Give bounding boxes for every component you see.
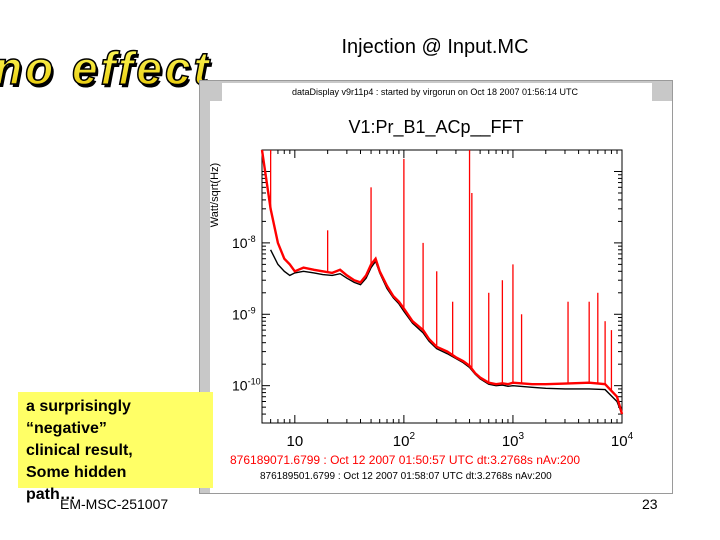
fft-chart: dataDisplay v9r11p4 : started by virgoru… xyxy=(200,81,672,493)
x-tick-label: 104 xyxy=(611,431,634,450)
callout-line: clinical result, xyxy=(26,442,133,459)
series-line-red xyxy=(260,149,624,415)
callout-note: a surprisingly “negative” clinical resul… xyxy=(18,392,213,503)
slide-title: Injection @ Input.MC xyxy=(341,36,529,58)
y-tick-label: 10-8 xyxy=(232,234,256,251)
plot-frame xyxy=(261,149,623,424)
y-tick-label: 10-10 xyxy=(232,377,261,394)
spectrum-figure: dataDisplay v9r11p4 : started by virgoru… xyxy=(199,80,673,494)
tick-labels: 10 102 103 104 10-8 10-9 10-10 xyxy=(232,234,634,450)
callout-line: “negative” xyxy=(26,420,107,437)
callout-line: Some hidden xyxy=(26,464,127,481)
series-layer xyxy=(260,149,624,415)
x-tick-label: 10 xyxy=(286,433,303,450)
callout-line: path… xyxy=(26,486,76,503)
svg-text:no effect: no effect xyxy=(0,42,212,94)
display-header-text: dataDisplay v9r11p4 : started by virgoru… xyxy=(292,87,578,97)
y-tick-label: 10-9 xyxy=(232,305,256,322)
legend-entry-red: 876189071.6799 : Oct 12 2007 01:50:57 UT… xyxy=(230,453,580,467)
chart-title: V1:Pr_B1_ACp__FFT xyxy=(348,117,523,138)
callout-line: a surprisingly xyxy=(26,398,131,415)
x-tick-label: 102 xyxy=(393,431,416,450)
series-line-black xyxy=(269,249,623,415)
x-tick-label: 103 xyxy=(502,431,525,450)
y-axis-label: Watt/sqrt(Hz) xyxy=(209,163,221,227)
footer-code: EM-MSC-251007 xyxy=(60,496,169,512)
page-number: 23 xyxy=(642,496,658,512)
display-header-bar xyxy=(222,83,652,101)
no-effect-wordart: no effect no effect xyxy=(0,41,214,97)
legend-entry-black: 876189501.6799 : Oct 12 2007 01:58:07 UT… xyxy=(260,471,552,482)
svg-text:no effect: no effect xyxy=(0,45,214,97)
